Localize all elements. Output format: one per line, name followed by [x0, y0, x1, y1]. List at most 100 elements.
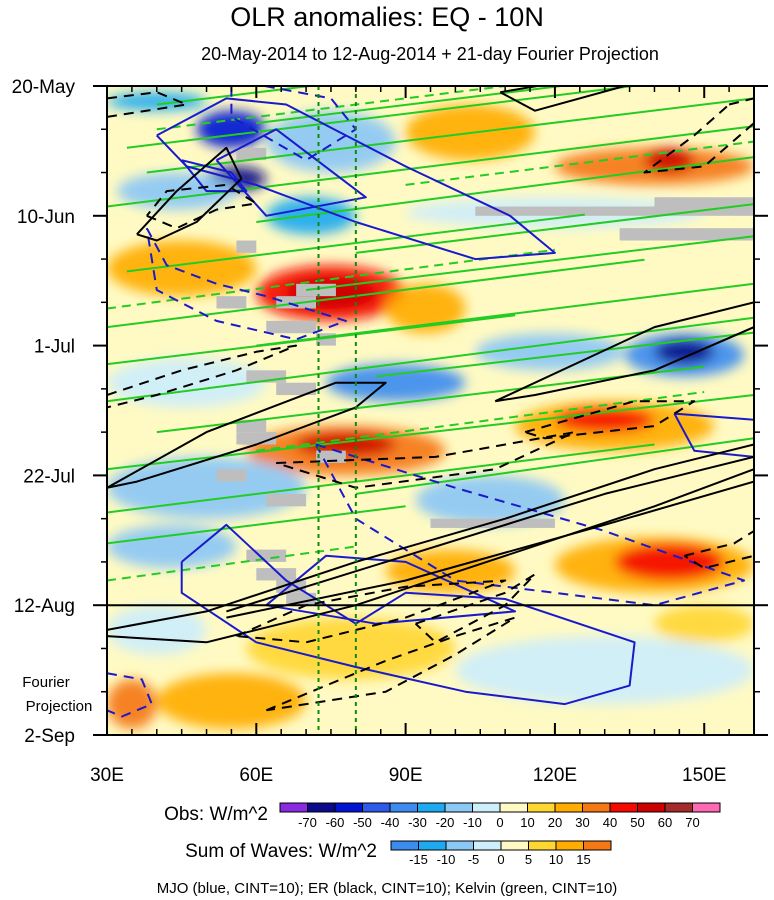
kelvin-contour — [256, 282, 754, 347]
legend-swatch — [692, 802, 721, 813]
kelvin-contour — [107, 258, 645, 329]
kelvin-contour — [305, 235, 754, 291]
legend-level-label: -50 — [353, 815, 372, 830]
anomaly-region — [107, 92, 207, 111]
legend-obs: Obs: W/m^2 -70 -60 -50 -40 -30 -20 -10 0 10 20 30 4… — [164, 802, 721, 830]
mjo-contour — [180, 159, 248, 193]
anomaly-region — [107, 357, 267, 408]
anomaly-region — [107, 524, 237, 569]
missing-data-cell — [256, 568, 297, 581]
er-contour — [499, 86, 626, 112]
er-contour — [107, 344, 298, 409]
missing-data-cell — [619, 228, 754, 241]
kelvin-contour — [126, 86, 642, 149]
anomaly-region — [107, 679, 157, 729]
kelvin-contour — [107, 443, 655, 514]
kelvin-contour — [405, 140, 754, 186]
legend-level-label: 60 — [658, 815, 672, 830]
legend-level-label: 0 — [496, 815, 503, 830]
legend-level-label: -60 — [326, 815, 345, 830]
anomaly-region — [654, 339, 715, 365]
er-contour — [265, 616, 517, 712]
chart-title: OLR anomalies: EQ - 10N — [230, 2, 544, 32]
legend-swatch — [554, 802, 583, 813]
missing-data-cell — [266, 320, 317, 334]
kelvin-contour — [107, 545, 356, 582]
missing-data-cell — [286, 592, 317, 606]
legend-swatch — [307, 802, 336, 813]
er-contour — [107, 443, 754, 644]
anomaly-region — [554, 407, 655, 433]
legend-level-label: 5 — [525, 852, 532, 867]
legend-level-label: 15 — [576, 852, 590, 867]
x-tick-label: 150E — [682, 765, 726, 786]
y-tick-label: 22-Jul — [23, 466, 75, 487]
mjo-contour — [180, 523, 636, 706]
y-tick-label: 20-May — [12, 77, 76, 98]
anomaly-region — [455, 636, 754, 705]
kelvin-contour — [256, 86, 570, 125]
missing-data-cell — [236, 147, 267, 161]
missing-data-cell — [216, 469, 247, 482]
legend-level-label: 10 — [520, 815, 534, 830]
plot-area — [107, 86, 754, 735]
footnote: MJO (blue, CINT=10); ER (black, CINT=10)… — [157, 880, 618, 897]
y-tick-label: 2-Sep — [24, 726, 75, 747]
er-contour — [643, 97, 754, 174]
anomaly-region — [107, 605, 207, 655]
legend-swatch — [609, 802, 638, 813]
mjo-contour — [673, 412, 754, 458]
er-contour — [524, 400, 696, 440]
missing-data-cell — [276, 382, 317, 396]
legend-level-label: -10 — [463, 815, 482, 830]
missing-data-cell — [266, 493, 307, 507]
er-contour — [275, 431, 576, 489]
legend-level-label: -5 — [468, 852, 480, 867]
kelvin-contour — [107, 125, 754, 208]
legend-obs-title: Obs: W/m^2 — [164, 804, 268, 825]
legend-level-label: 0 — [497, 852, 504, 867]
missing-data-cell — [246, 549, 287, 562]
legend-swatch — [418, 840, 447, 851]
legend-swatch — [637, 802, 666, 813]
y-tick-label: 1-Jul — [34, 337, 75, 358]
kelvin-contour — [375, 331, 754, 378]
kelvin-contour — [146, 97, 754, 174]
legend-swatch — [445, 840, 474, 851]
x-tick-label: 90E — [389, 765, 423, 786]
y-tick-label: 10-Jun — [17, 207, 75, 228]
legend-level-label: -15 — [409, 852, 428, 867]
missing-data-cell — [654, 197, 754, 207]
x-tick-label: 120E — [533, 765, 577, 786]
legend-waves: Sum of Waves: W/m^2 -15 -10 -5 0 5 10 15 — [185, 840, 612, 867]
kelvin-contour — [156, 86, 514, 131]
legend-swatch — [499, 802, 528, 813]
mjo-contours — [107, 86, 754, 718]
legend-level-label: 30 — [575, 815, 589, 830]
kelvin-contour — [107, 314, 516, 366]
er-contour — [136, 146, 243, 242]
er-contour — [107, 91, 188, 118]
anomaly-region — [196, 110, 267, 148]
er-contour — [414, 573, 536, 644]
missing-data-cell — [216, 296, 247, 309]
mjo-contour — [265, 554, 517, 625]
legend-swatch — [444, 802, 473, 813]
legend-level-label: -40 — [381, 815, 400, 830]
er-contour — [226, 455, 754, 619]
kelvin-contour — [156, 86, 318, 106]
x-axis: 30E 60E 90E 120E 150E — [90, 86, 730, 786]
kelvin-contour — [355, 203, 754, 254]
kelvin-contour — [256, 156, 754, 223]
legend-swatch — [389, 802, 418, 813]
legend-level-label: -30 — [408, 815, 427, 830]
anomaly-region — [107, 456, 307, 519]
mjo-contour — [215, 128, 367, 217]
er-contour — [146, 183, 258, 230]
legend-swatch — [390, 840, 419, 851]
mjo-contour — [107, 672, 153, 718]
legend-swatch — [473, 840, 502, 851]
er-contour — [107, 381, 387, 489]
legend-waves-title: Sum of Waves: W/m^2 — [185, 841, 377, 862]
anomaly-region — [246, 617, 456, 680]
